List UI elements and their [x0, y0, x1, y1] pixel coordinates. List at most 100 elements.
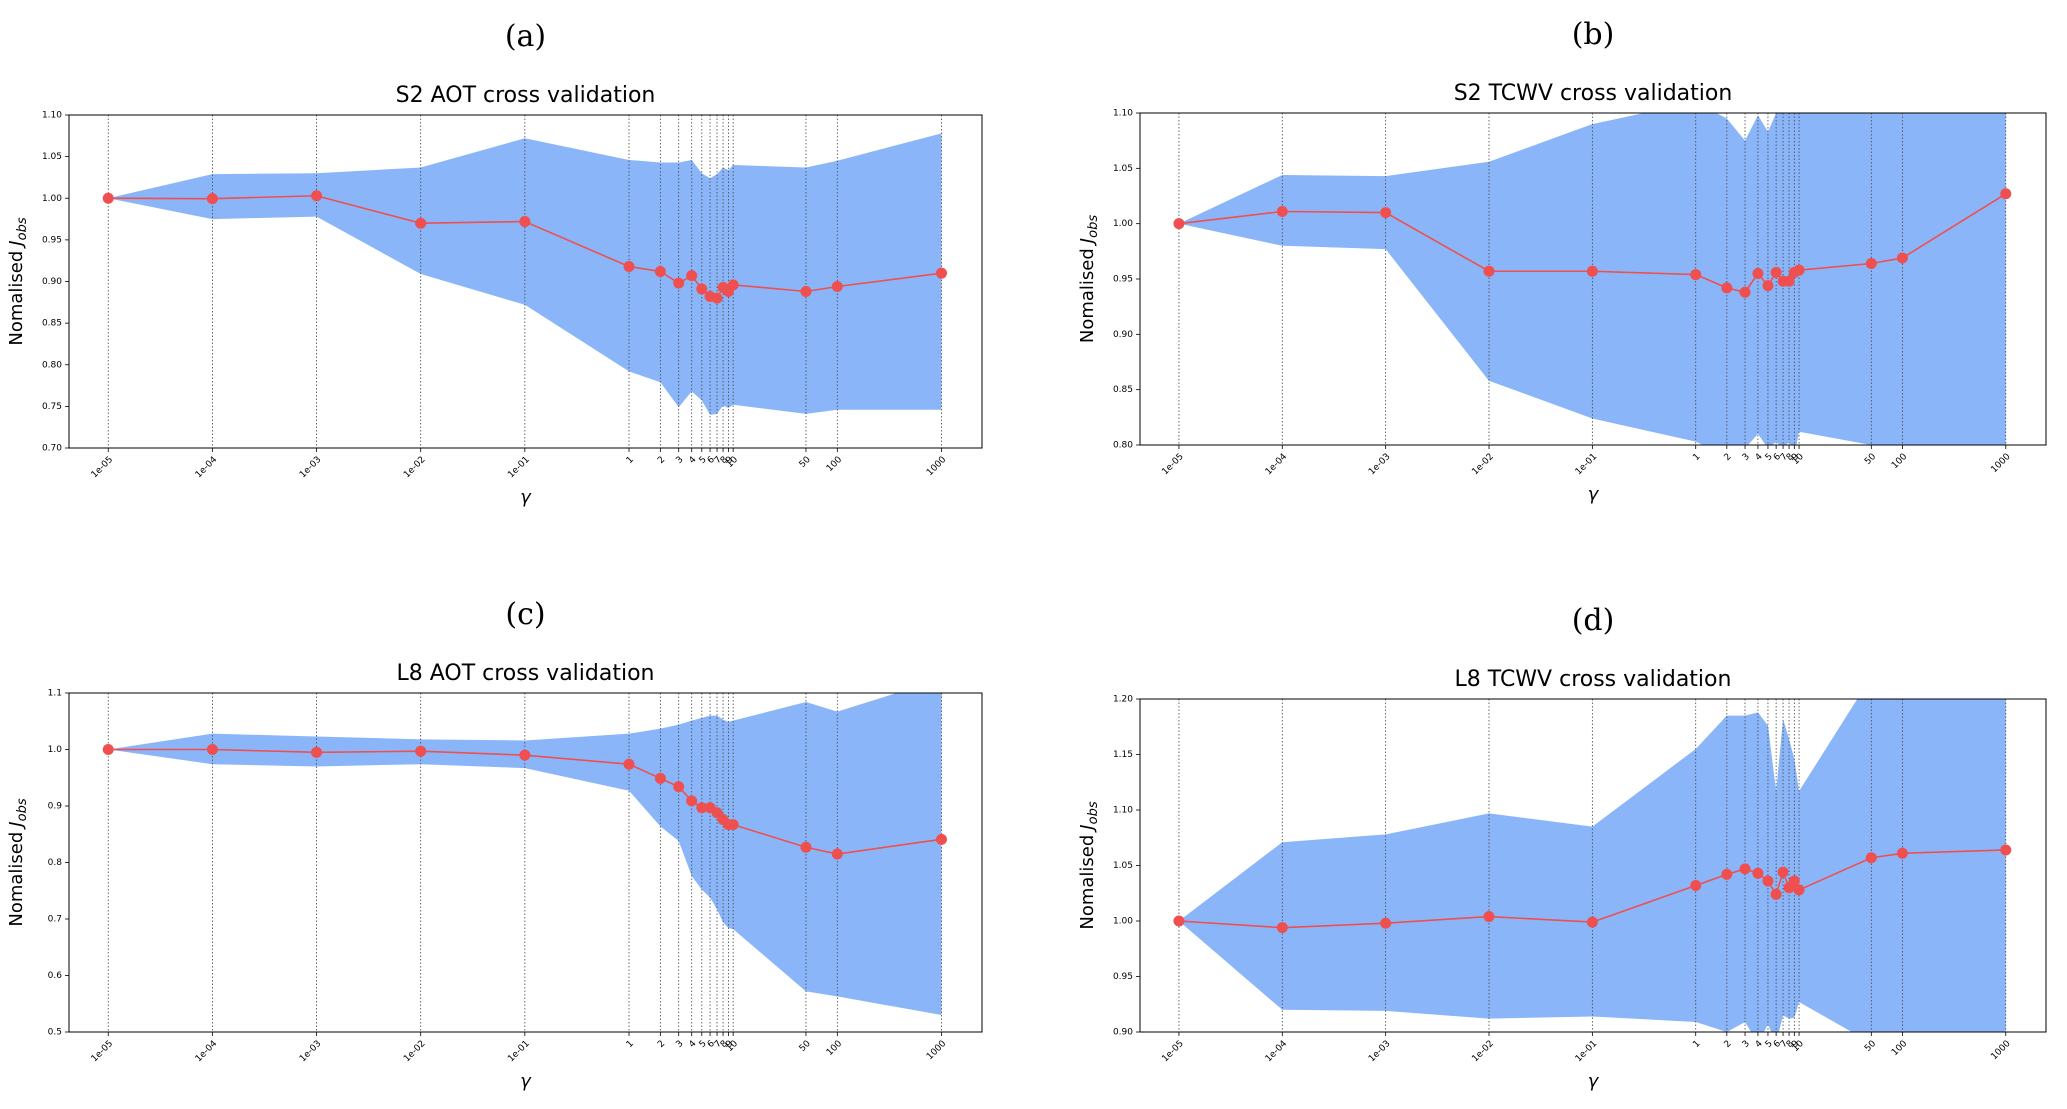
series-line: [108, 194, 942, 300]
panel-label: (a): [505, 19, 546, 54]
series-point: [1752, 867, 1764, 879]
x-tick-label: 6: [706, 455, 717, 466]
series-point: [1173, 218, 1185, 230]
x-tick-label: 6: [1772, 452, 1783, 463]
series-point: [2000, 844, 2012, 856]
x-tick-label: 1e-04: [1264, 452, 1290, 478]
series-point: [311, 190, 323, 202]
y-tick-label: 1.10: [42, 111, 62, 121]
x-tick-label: 6: [706, 1039, 717, 1050]
x-tick-label: 1e-03: [1367, 1039, 1392, 1064]
series-point: [1690, 269, 1702, 281]
y-tick-label: 0.6: [48, 971, 63, 981]
x-tick-label: 1e-04: [194, 1039, 220, 1065]
series-point: [623, 261, 635, 273]
x-tick-label: 7: [1779, 452, 1790, 463]
series-point: [800, 285, 812, 297]
y-tick-label: 0.7: [48, 915, 62, 925]
y-tick-label: 0.95: [42, 235, 62, 245]
y-tick-label: 1.1: [48, 689, 62, 699]
x-tick-label: 4: [1754, 452, 1765, 463]
x-tick-label: 1e-01: [506, 455, 531, 480]
y-label-symbol: J: [1077, 238, 1098, 246]
y-tick-label: 0.8: [48, 858, 63, 868]
x-tick-label: 9: [1790, 452, 1801, 463]
x-axis-label: γ: [520, 1071, 532, 1092]
series-point: [1276, 205, 1288, 217]
y-tick-label: 0.75: [42, 402, 62, 412]
x-tick-label: 50: [1863, 452, 1878, 467]
series-point: [1865, 258, 1877, 270]
y-tick-label: 1.00: [1113, 917, 1133, 927]
y-label-text: Nomalised: [6, 251, 27, 346]
series-point: [1770, 266, 1782, 278]
x-tick-label: 3: [674, 1039, 685, 1050]
x-tick-label: 7: [1779, 1039, 1790, 1050]
x-tick-label: 1e-02: [402, 455, 427, 480]
x-tick-label: 1e-01: [506, 1039, 531, 1064]
y-tick-label: 0.95: [1113, 275, 1133, 285]
y-tick-label: 0.9: [48, 802, 63, 812]
y-label-subscript: obs: [1086, 801, 1101, 824]
series-point: [519, 749, 531, 761]
y-tick-label: 1.20: [1113, 695, 1133, 705]
series-point: [311, 746, 323, 758]
series-point: [206, 744, 218, 755]
x-tick-label: 1e-05: [90, 1039, 115, 1064]
x-tick-label: 5: [1764, 1039, 1775, 1050]
x-tick-label: 3: [1741, 452, 1752, 463]
x-tick-label: 1e-02: [1470, 1039, 1495, 1064]
series-point: [1793, 264, 1805, 276]
y-tick-label: 0.70: [42, 444, 62, 454]
x-tick-label: 100: [825, 1039, 844, 1058]
series-point: [1739, 286, 1751, 298]
x-tick-label: 1e-05: [1160, 1039, 1185, 1064]
series-point: [696, 283, 708, 295]
x-tick-label: 1e-05: [1160, 452, 1185, 477]
x-tick-label: 1e-02: [1470, 452, 1495, 477]
series-point: [415, 745, 427, 757]
x-tick-label: 9: [724, 1039, 735, 1050]
series-point: [1276, 922, 1288, 934]
y-label-subscript: obs: [15, 217, 30, 240]
y-tick-label: 0.95: [1113, 972, 1133, 982]
x-tick-label: 1e-01: [1574, 452, 1599, 477]
y-label-symbol: J: [6, 240, 27, 248]
x-tick-label: 1e-03: [298, 1039, 323, 1064]
x-tick-label: 4: [687, 1039, 698, 1050]
series-point: [831, 848, 843, 860]
series-point: [686, 795, 698, 807]
series-point: [1721, 868, 1733, 880]
x-tick-label: 100: [1890, 452, 1909, 471]
series-line: [1178, 193, 2007, 294]
x-tick-label: 2: [1723, 1039, 1734, 1050]
y-tick-label: 0.90: [1113, 1028, 1133, 1038]
x-axis-label: γ: [520, 487, 532, 508]
y-label-subscript: obs: [1086, 215, 1101, 238]
x-tick-label: 1e-03: [298, 455, 323, 480]
y-label-subscript: obs: [15, 798, 30, 821]
x-tick-label: 4: [1754, 1039, 1765, 1050]
x-tick-label: 50: [1863, 1039, 1878, 1054]
y-axis-label: Nomalised Jobs: [1077, 215, 1101, 343]
series-point: [1721, 282, 1733, 294]
series-point: [102, 744, 114, 755]
x-tick-label: 1: [1691, 452, 1702, 463]
x-tick-label: 100: [825, 455, 844, 474]
x-tick-label: 3: [674, 455, 685, 466]
series-point: [1896, 847, 1908, 859]
x-tick-label: 5: [698, 455, 709, 466]
series-point: [1788, 875, 1800, 887]
x-tick-label: 100: [1890, 1039, 1909, 1058]
series-point: [206, 193, 218, 205]
series-point: [696, 802, 708, 814]
panel-label: (b): [1572, 17, 1615, 52]
x-axis-label: γ: [1588, 484, 1600, 505]
series-point: [831, 280, 843, 292]
y-tick-label: 1.10: [1113, 109, 1133, 119]
